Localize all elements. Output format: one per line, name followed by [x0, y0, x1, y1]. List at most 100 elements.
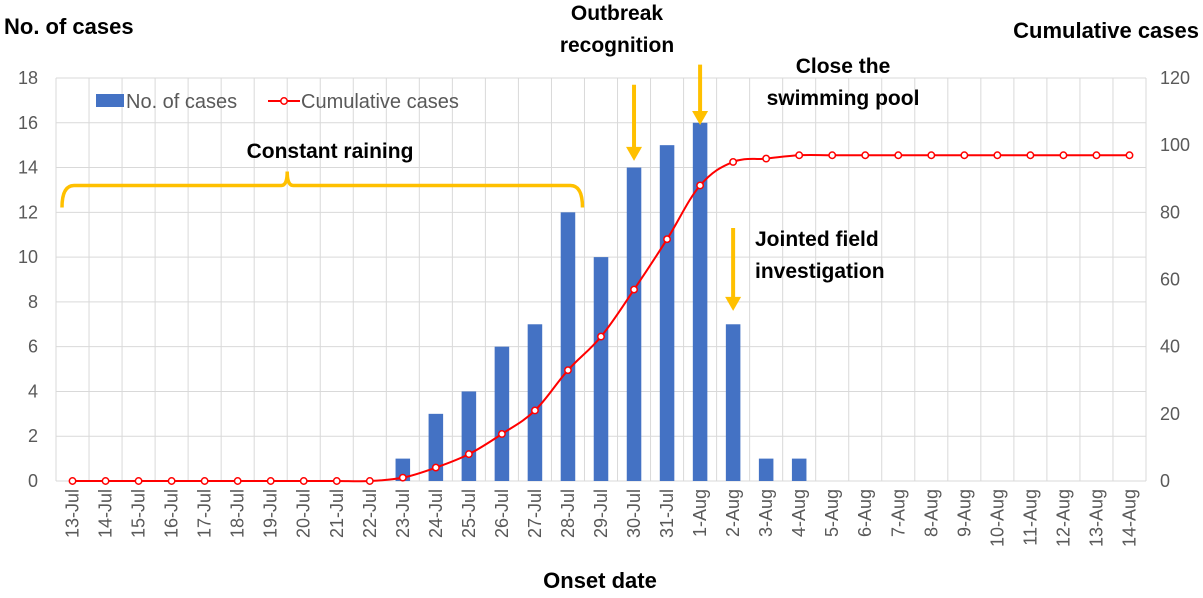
- y2-tick-label: 120: [1160, 68, 1190, 88]
- x-tick-label: 27-Jul: [525, 489, 545, 538]
- x-tick-label: 16-Jul: [162, 489, 182, 538]
- x-tick-label: 29-Jul: [591, 489, 611, 538]
- raining-bracket: [60, 171, 585, 208]
- x-tick-label: 8-Aug: [921, 489, 941, 537]
- x-tick-label: 17-Jul: [195, 489, 215, 538]
- y2-tick-label: 80: [1160, 202, 1180, 222]
- y2-tick-label: 0: [1160, 471, 1170, 491]
- x-tick-label: 30-Jul: [624, 489, 644, 538]
- bar: [692, 122, 708, 482]
- y-tick-label: 14: [18, 158, 38, 178]
- x-tick-label: 19-Jul: [261, 489, 281, 538]
- line-point: [68, 477, 77, 485]
- line-point: [398, 473, 407, 482]
- line-point: [134, 477, 143, 485]
- line-point: [299, 477, 308, 485]
- y-tick-label: 2: [28, 426, 38, 446]
- bar: [593, 257, 609, 481]
- line-point: [861, 151, 870, 160]
- right-axis-ticks: 0 20 40 60 80 100 120: [1160, 68, 1190, 491]
- line-point: [200, 477, 209, 485]
- x-tick-label: 28-Jul: [558, 489, 578, 538]
- y-tick-label: 4: [28, 381, 38, 401]
- y2-tick-label: 40: [1160, 337, 1180, 357]
- y2-tick-label: 60: [1160, 270, 1180, 290]
- line-point: [101, 477, 110, 485]
- line-point: [795, 151, 804, 160]
- line-point: [332, 477, 341, 485]
- x-tick-label: 9-Aug: [954, 489, 974, 537]
- line-point: [431, 463, 440, 472]
- bar-series-no-of-cases: [395, 122, 807, 482]
- x-tick-label: 12-Aug: [1053, 489, 1073, 547]
- line-point: [167, 477, 176, 485]
- bar: [395, 458, 411, 481]
- line-point: [663, 235, 672, 244]
- legend: No. of cases Cumulative cases: [96, 91, 459, 113]
- bar: [791, 458, 807, 481]
- line-point: [597, 332, 605, 341]
- gridlines: [55, 77, 1147, 482]
- line-point: [497, 430, 506, 438]
- line-point: [960, 151, 969, 160]
- x-tick-label: 15-Jul: [129, 489, 149, 538]
- legend-swatch-bars: [96, 94, 124, 107]
- x-tick-label: 24-Jul: [426, 489, 446, 538]
- arrow-head: [626, 146, 643, 161]
- x-axis-title: Onset date: [543, 568, 657, 593]
- x-tick-label: 26-Jul: [492, 489, 512, 538]
- y-tick-label: 16: [18, 113, 38, 133]
- bar: [626, 167, 642, 482]
- annotation-jointed-field-investigation: Jointed field investigation: [755, 228, 885, 283]
- annotations: Constant raining Outbreak recognition Close…: [60, 2, 920, 311]
- x-tick-label: 1-Aug: [690, 489, 710, 537]
- line-point: [1026, 151, 1035, 160]
- y-tick-label: 8: [28, 292, 38, 312]
- x-tick-label: 4-Aug: [789, 489, 809, 537]
- line-point: [927, 151, 936, 160]
- line-point: [1092, 151, 1101, 160]
- x-tick-label: 6-Aug: [855, 489, 875, 537]
- line-point: [894, 151, 903, 160]
- y2-axis-title: Cumulative cases: [1013, 18, 1199, 43]
- x-tick-label: 14-Jul: [96, 489, 116, 538]
- x-axis-ticks: 13-Jul 14-Jul 15-Jul 16-Jul 17-Jul 18-Jul 19-J…: [63, 489, 1140, 547]
- line-point: [630, 285, 638, 294]
- annotation-outbreak-recognition: Outbreak recognition: [560, 2, 674, 57]
- x-tick-label: 13-Aug: [1086, 489, 1106, 547]
- bar: [758, 458, 774, 481]
- legend-label-line: Cumulative cases: [301, 91, 459, 113]
- y-tick-label: 0: [28, 471, 38, 491]
- bar: [560, 212, 576, 482]
- annotation-close-swimming-pool: Close the swimming pool: [767, 55, 920, 110]
- line-point: [1125, 151, 1134, 160]
- line-point: [1059, 151, 1068, 160]
- x-tick-label: 7-Aug: [888, 489, 908, 537]
- x-tick-label: 14-Aug: [1119, 489, 1139, 547]
- line-point: [762, 154, 771, 163]
- y2-tick-label: 20: [1160, 404, 1180, 424]
- x-tick-label: 5-Aug: [822, 489, 842, 537]
- x-tick-label: 11-Aug: [1020, 489, 1040, 546]
- y-tick-label: 12: [18, 202, 38, 222]
- bar: [659, 145, 675, 481]
- bar: [725, 324, 741, 481]
- line-point: [828, 151, 837, 160]
- line-point: [266, 477, 275, 485]
- line-point: [530, 406, 539, 415]
- y2-tick-label: 100: [1160, 135, 1190, 155]
- line-point: [233, 477, 242, 485]
- left-axis-ticks: 0 2 4 6 8 10 12 14 16 18: [18, 68, 38, 491]
- y-tick-label: 10: [18, 247, 38, 267]
- arrow-head: [692, 111, 709, 126]
- arrow-head: [725, 296, 742, 311]
- x-tick-label: 23-Jul: [393, 489, 413, 538]
- line-series-cumulative-cases: [68, 151, 1134, 485]
- x-tick-label: 3-Aug: [756, 489, 776, 537]
- bar: [461, 391, 477, 481]
- x-tick-label: 31-Jul: [657, 489, 677, 538]
- x-tick-label: 20-Jul: [294, 489, 314, 538]
- y-tick-label: 18: [18, 68, 38, 88]
